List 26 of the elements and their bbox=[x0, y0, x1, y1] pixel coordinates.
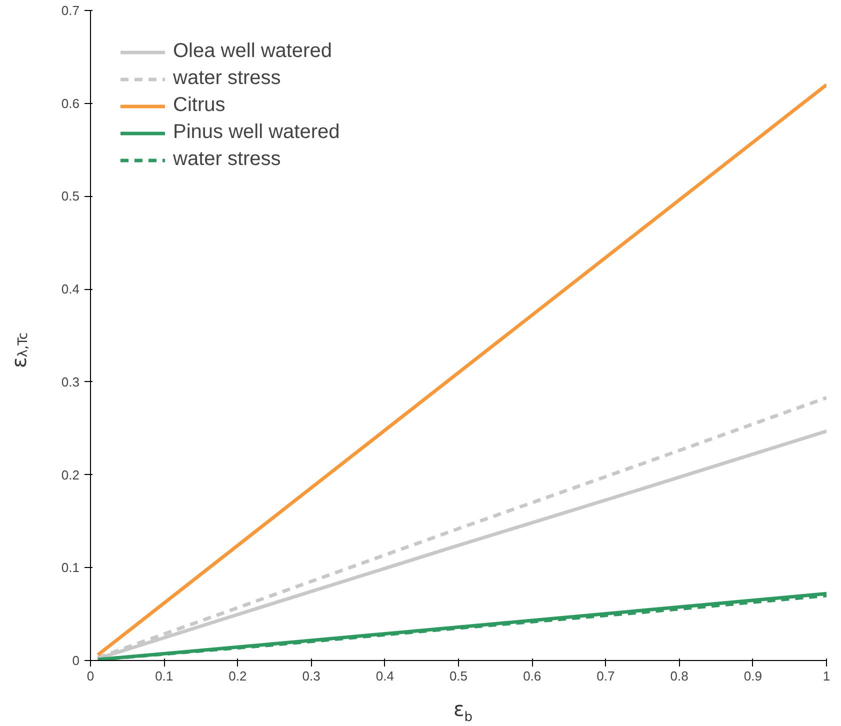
y-tick-label: 0.2 bbox=[61, 467, 80, 482]
legend-label: water stress bbox=[173, 67, 281, 90]
legend-label: Citrus bbox=[173, 94, 226, 117]
y-tick-label: 0.4 bbox=[61, 282, 80, 297]
y-tick-label: 0.7 bbox=[61, 3, 80, 18]
x-tick-label: 0.6 bbox=[523, 668, 542, 684]
legend-label: water stress bbox=[173, 148, 281, 171]
x-tick-label: 0.4 bbox=[376, 668, 394, 684]
y-tick-label: 0 bbox=[72, 653, 80, 668]
x-tick-label: 0.3 bbox=[302, 668, 320, 684]
x-tick-label: 0.7 bbox=[596, 668, 615, 684]
x-axis-title: ε$_{b}$ bbox=[453, 696, 473, 726]
x-tick-label: 0.1 bbox=[155, 668, 174, 684]
line-series bbox=[96, 83, 826, 657]
x-tick-label: 0.5 bbox=[449, 668, 468, 684]
x-tick-label: 0.9 bbox=[744, 668, 762, 684]
x-tick-label: 0 bbox=[86, 668, 94, 684]
legend-label: Olea well watered bbox=[173, 40, 332, 63]
y-tick-label: 0.5 bbox=[61, 188, 80, 204]
y-tick-label: 0.6 bbox=[61, 96, 80, 111]
x-tick-label: 0.8 bbox=[670, 668, 688, 684]
legend-label: Pinus well watered bbox=[173, 121, 340, 144]
y-tick-label: 0.3 bbox=[61, 374, 80, 390]
y-tick-label: 0.1 bbox=[61, 560, 80, 576]
x-tick-label: 1 bbox=[822, 668, 830, 684]
x-tick-label: 0.2 bbox=[228, 668, 247, 684]
